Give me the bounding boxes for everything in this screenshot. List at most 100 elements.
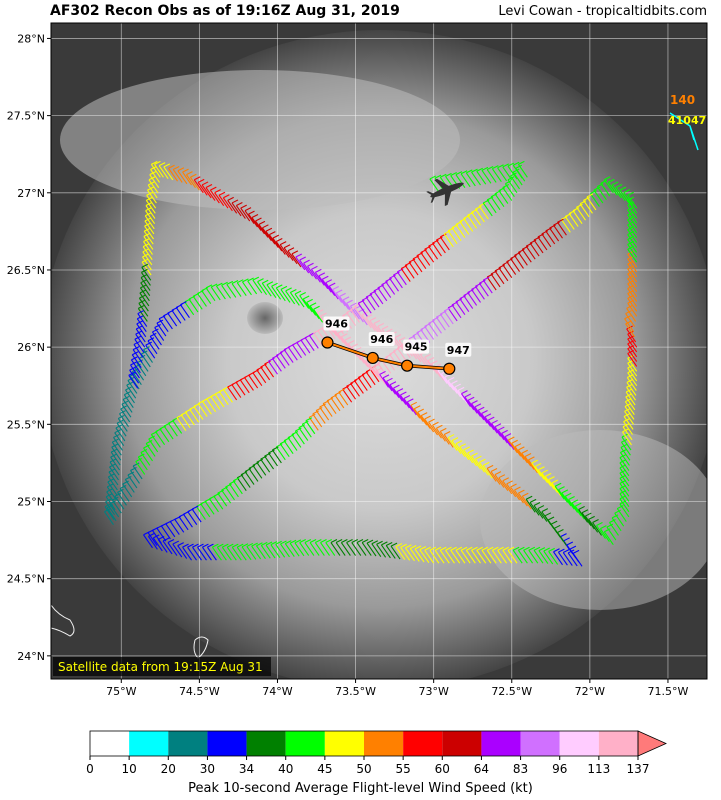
- wind-barb: [283, 440, 294, 454]
- colorbar-cell: [285, 731, 325, 756]
- wind-barb: [549, 227, 560, 242]
- wind-barb-flag: [436, 236, 443, 241]
- wind-barb-flag: [366, 539, 374, 544]
- wind-barb: [524, 456, 535, 470]
- wind-barb-flag: [276, 284, 283, 289]
- center-fix-marker: [321, 336, 334, 349]
- wind-barb: [115, 427, 126, 442]
- wind-barb-flag: [119, 410, 126, 415]
- wind-barb: [371, 543, 382, 558]
- lat-tick-label: 25.5°N: [7, 418, 45, 431]
- wind-barb-flag: [244, 207, 252, 212]
- wind-barb-flag: [258, 220, 266, 225]
- wind-barb: [471, 171, 481, 186]
- wind-barb-flag: [545, 227, 552, 232]
- wind-barb: [279, 352, 290, 366]
- wind-barb-flag: [148, 532, 155, 537]
- wind-barb-flag: [397, 344, 404, 349]
- wind-barb-flag: [197, 543, 204, 548]
- wind-barb: [240, 207, 251, 222]
- colorbar-tick-label: 83: [513, 762, 528, 776]
- wind-barb-flag: [572, 207, 580, 212]
- wind-barb: [474, 458, 485, 473]
- wind-barb-flag: [460, 546, 468, 551]
- wind-barb-flag: [107, 483, 114, 488]
- wind-barb-flag: [417, 408, 424, 413]
- wind-barb: [175, 307, 186, 321]
- wind-barb: [486, 276, 497, 291]
- wind-barb-flag: [136, 320, 144, 325]
- wind-barb: [216, 546, 227, 561]
- wind-barb: [346, 542, 357, 556]
- wind-barb: [616, 508, 627, 522]
- wind-barb: [607, 182, 618, 196]
- map-credit: Levi Cowan - tropicaltidbits.com: [498, 4, 707, 19]
- wind-barb: [486, 169, 497, 183]
- wind-barb: [376, 543, 387, 558]
- wind-barb: [486, 468, 497, 482]
- pressure-label-box: [403, 339, 430, 354]
- wind-barb: [260, 366, 271, 381]
- lat-tick-label: 26°N: [17, 341, 45, 354]
- wind-barb: [429, 178, 440, 193]
- wind-barb-flag: [501, 429, 508, 434]
- wind-barb: [260, 458, 271, 473]
- wind-barb: [152, 537, 163, 552]
- wind-barb: [463, 218, 474, 232]
- wind-barb: [294, 542, 305, 557]
- wind-barb-flag: [481, 166, 489, 171]
- wind-barb-flag: [447, 304, 455, 309]
- wind-barb-flag: [294, 290, 302, 295]
- wind-barb-flag: [395, 543, 403, 548]
- wind-barb: [256, 545, 266, 560]
- wind-barb-flag: [182, 168, 189, 173]
- wind-barb-flag: [346, 382, 353, 387]
- wind-barb: [275, 241, 286, 255]
- wind-barb-flag: [251, 542, 258, 547]
- wind-barb: [514, 489, 524, 504]
- wind-barb-flag: [575, 502, 582, 507]
- wind-barb-flag: [252, 461, 260, 466]
- wind-barb-flag: [316, 309, 324, 314]
- wind-barb: [514, 446, 525, 460]
- wind-barb-flag: [144, 217, 152, 222]
- wind-barb: [584, 515, 595, 530]
- wind-barb: [424, 549, 435, 564]
- wind-barb-flag: [373, 320, 381, 325]
- wind-barb: [460, 549, 471, 564]
- wind-barb: [625, 313, 636, 327]
- colorbar-cell: [364, 731, 404, 756]
- wind-barb-flag: [158, 315, 166, 320]
- wind-barb-flag: [205, 184, 213, 188]
- colorbar-label: Peak 10-second Average Flight-level Wind…: [188, 781, 533, 796]
- wind-barb: [538, 469, 548, 484]
- wind-barb-flag: [563, 537, 570, 542]
- wind-barb-flag: [385, 541, 393, 546]
- wind-barb: [218, 194, 229, 209]
- wind-barb-flag: [330, 539, 338, 544]
- wind-barb: [538, 550, 549, 564]
- wind-barb: [143, 236, 154, 250]
- wind-barb: [455, 174, 466, 188]
- colorbar-tick-label: 10: [122, 762, 137, 776]
- wind-barb-flag: [463, 446, 470, 451]
- wind-barb-flag: [280, 540, 287, 545]
- wind-barb-flag: [186, 171, 193, 176]
- wind-barb: [603, 179, 614, 194]
- wind-barb: [571, 502, 582, 517]
- wind-barb-flag: [212, 543, 219, 548]
- wind-barb: [143, 230, 154, 245]
- wind-barb-flag: [424, 353, 431, 358]
- wind-barb: [189, 176, 200, 191]
- wind-barb: [137, 313, 148, 327]
- wind-barb-flag: [467, 396, 475, 401]
- wind-barb-flag: [261, 541, 268, 546]
- wind-barb: [533, 549, 544, 564]
- wind-barb: [179, 304, 190, 318]
- wind-barb: [197, 182, 208, 196]
- colorbar-tick-label: 113: [587, 762, 610, 776]
- wind-barb-flag: [538, 466, 545, 471]
- wind-barb-flag: [454, 383, 462, 388]
- wind-barb: [424, 326, 435, 340]
